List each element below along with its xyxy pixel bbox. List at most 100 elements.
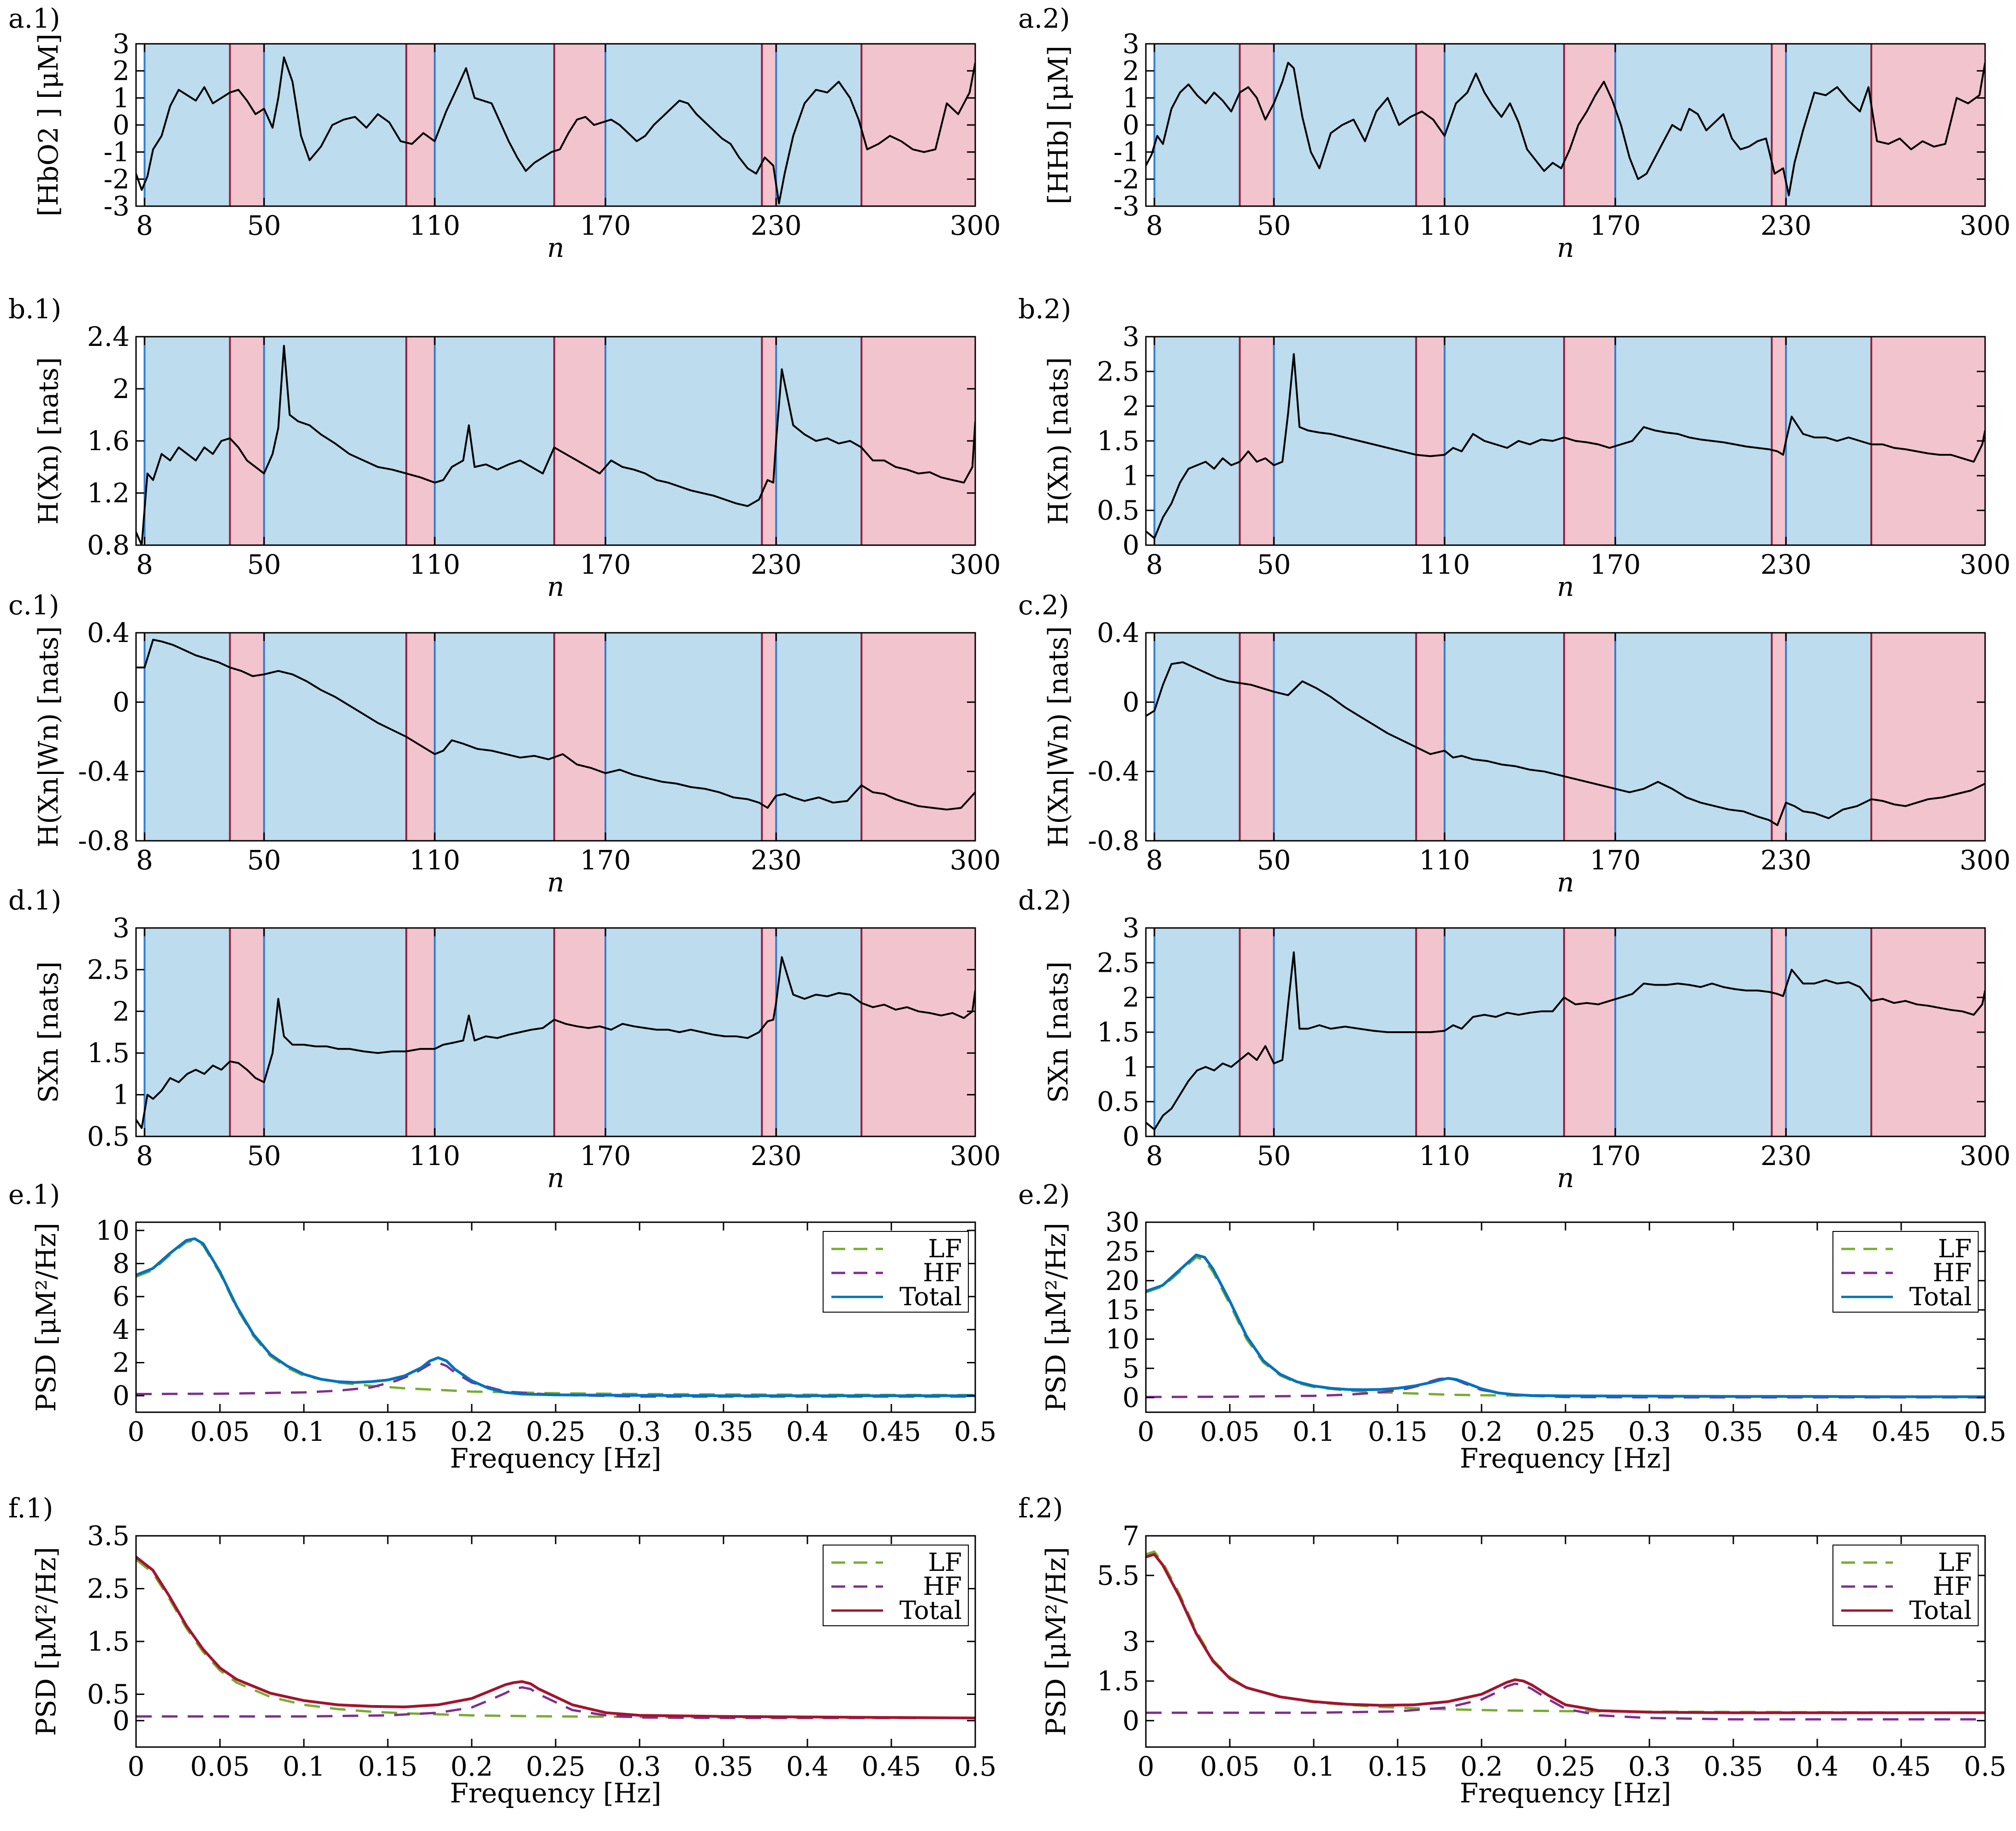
series-line-hf [136,1361,975,1398]
x-tick-label: 110 [409,210,460,241]
x-tick-label: 0.2 [1460,1751,1503,1782]
x-tick-label: 170 [580,210,631,241]
segment-red [1564,337,1615,545]
panel-label: e.1) [8,1179,60,1210]
segment-blue [1274,337,1417,545]
x-tick-label: 300 [950,210,1001,241]
x-tick-label: 0.05 [1200,1416,1259,1447]
panel-label: d.2) [1018,885,1071,916]
segment-blue [605,633,762,841]
segment-red [762,337,777,545]
y-axis-title: H(Xn|Wn) [nats] [1043,626,1074,848]
y-tick-label: -0.8 [1088,825,1139,856]
x-tick-label: 170 [1590,844,1641,876]
y-tick-label: 0.4 [1097,617,1139,648]
x-tick-label: 0.5 [1964,1416,2006,1447]
segment-red [554,44,605,206]
y-axis-title: [HHb] [μM] [1043,46,1074,204]
y-tick-label: -0.4 [1088,756,1139,787]
x-tick-label: 230 [1761,549,1812,580]
chart-f2: f.2) 7 5.5 3 1.5 0 0 0.05 0.1 0.15 0.2 0.25 0.3 0.35 0… [1018,1492,2006,1809]
y-tick-label: 0 [1122,109,1139,141]
y-tick-label: 0 [1122,686,1139,718]
x-tick-label: 0.4 [786,1751,829,1782]
segment-blue [776,633,862,841]
segment-blue [1444,44,1564,206]
x-axis-title: Frequency [Hz] [1460,1777,1672,1809]
segment-red [762,928,777,1136]
x-tick-label: 8 [1146,549,1163,580]
x-tick-label: 0.2 [1460,1416,1503,1447]
chart-b1: b.1) 2.4 2 1.6 1.2 0.88 50 110 170 230 300 n H(Xn) [… [8,293,1001,602]
y-tick-label: 0 [113,1705,130,1736]
series-line-signal [1146,62,1985,196]
y-tick-label: 1.5 [1097,1665,1139,1697]
panel-label: f.1) [8,1492,53,1524]
x-tick-label: 0.25 [1536,1751,1595,1782]
segment-red [406,44,435,206]
segment-blue [1154,44,1240,206]
segment-red [762,44,777,206]
segment-red [230,928,264,1136]
legend-label: LF [928,1548,962,1577]
segment-red [1416,337,1445,545]
segment-red [1564,44,1615,206]
x-tick-label: 0.45 [1871,1751,1931,1782]
series-line-signal [1146,353,1985,539]
y-tick-label: 1.5 [1097,425,1139,457]
y-tick-label: -3 [104,190,130,222]
segment-red [230,44,264,206]
segment-blue [776,928,862,1136]
segment-red [554,928,605,1136]
y-tick-label: 2.4 [87,321,130,352]
segment-red [1239,44,1274,206]
x-tick-label: 0.35 [694,1751,753,1782]
x-tick-label: 0.3 [618,1751,661,1782]
y-tick-label: 2 [113,373,130,404]
y-axis-title: [HbO2 ] [μM] [33,34,64,217]
y-tick-label: 1 [113,82,130,113]
y-tick-label: 2.5 [1097,356,1139,387]
y-tick-label: 1.5 [1097,1017,1139,1048]
axes-box [135,632,976,842]
series-line-signal [136,639,975,811]
x-tick-label: 50 [247,549,281,580]
x-tick-label: 0.45 [861,1416,921,1447]
segment-red [230,337,264,545]
chart-c1: c.1) 0.4 0 -0.4 -0.88 50 110 170 230 300 n H(Xn|Wn)… [8,589,1001,898]
x-tick-label: 0 [1138,1416,1155,1447]
y-tick-label: 0 [1122,1121,1139,1152]
x-tick-label: 0.25 [1536,1416,1595,1447]
x-tick-label: 50 [247,210,281,241]
y-axis-title: PSD [μM²/Hz] [1040,1223,1072,1412]
y-tick-label: 2.5 [87,954,130,985]
y-tick-label: 3 [1122,321,1139,352]
legend-box [1832,1231,1979,1313]
y-tick-label: 20 [1105,1265,1139,1296]
y-tick-label: 7 [1122,1520,1139,1552]
x-tick-label: 0.35 [1703,1416,1763,1447]
y-tick-label: 0.4 [87,617,130,648]
x-tick-label: 8 [1146,210,1163,241]
x-tick-label: 0.45 [861,1751,921,1782]
x-tick-label: 230 [1761,1140,1812,1171]
y-axis-title: PSD [μM²/Hz] [1040,1547,1072,1736]
y-tick-label: 1 [113,1079,130,1111]
y-tick-label: 15 [1105,1294,1139,1326]
x-axis-title: n [1557,232,1574,263]
y-tick-label: 3.5 [87,1520,130,1552]
legend-label: LF [928,1234,962,1263]
segment-red [230,633,264,841]
y-tick-label: 0 [113,686,130,718]
legend-label: HF [1933,1258,1972,1287]
x-tick-label: 0.1 [1293,1416,1335,1447]
segment-blue [1154,337,1240,545]
x-tick-label: 0.25 [526,1416,585,1447]
y-tick-label: 0.8 [87,529,130,561]
x-axis-title: n [547,571,564,602]
segment-red [861,44,975,206]
segment-blue [1154,633,1240,841]
